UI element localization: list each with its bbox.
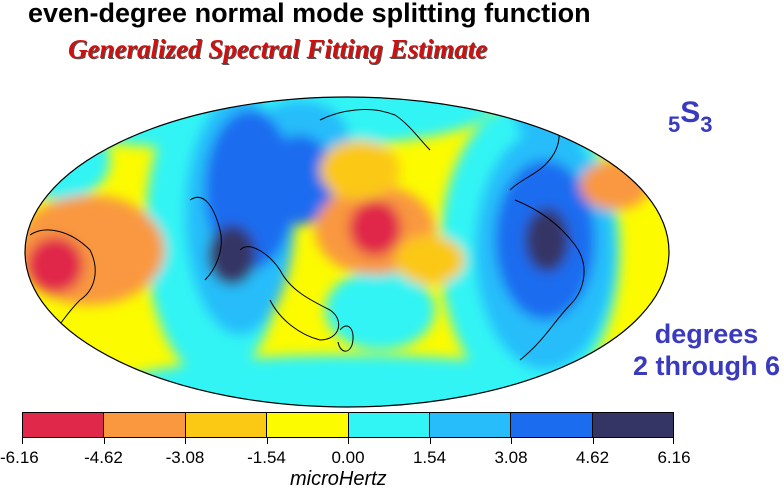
colorbar-tick-label-4: -1.54 bbox=[247, 448, 286, 467]
colorbar-tick-2 bbox=[103, 438, 105, 444]
colorbar-tick-8 bbox=[592, 438, 594, 444]
mode-label: 5S3 bbox=[668, 96, 713, 137]
colorbar-tick-label-5: 0.00 bbox=[331, 448, 365, 467]
colorbar-unit: microHertz bbox=[290, 468, 387, 490]
mode-type-letter: S bbox=[680, 96, 701, 129]
mode-overtone-number: 5 bbox=[668, 112, 681, 137]
colorbar-segment-8 bbox=[592, 413, 673, 437]
colorbar-segment-3 bbox=[185, 413, 268, 437]
colorbar-segment-6 bbox=[429, 413, 512, 437]
colorbar-tick-label-1: -6.16 bbox=[0, 448, 39, 467]
colorbar-tick-4 bbox=[266, 438, 268, 444]
colorbar-segment-4 bbox=[267, 413, 349, 437]
colorbar-tick-label-9: 6.16 bbox=[657, 448, 691, 467]
colorbar-segment-1 bbox=[23, 413, 105, 437]
colorbar-segment-7 bbox=[511, 413, 593, 437]
colorbar-tick-5 bbox=[348, 438, 349, 444]
colorbar-tick-3 bbox=[185, 438, 186, 444]
degree-range-line2: 2 through 6 bbox=[633, 351, 780, 381]
splitting-function-map bbox=[24, 96, 670, 408]
colorbar-segment-2 bbox=[104, 413, 186, 437]
colorbar-tick-label-2: -4.62 bbox=[84, 448, 123, 467]
colorbar-segment-5 bbox=[348, 413, 430, 437]
map-subtitle: Generalized Spectral Fitting Estimate bbox=[68, 34, 488, 64]
colorbar-tick-6 bbox=[429, 438, 431, 444]
colorbar-tick-1 bbox=[22, 438, 23, 444]
colorbar-tick-labels: -6.16 -4.62 -3.08 -1.54 0.00 1.54 3.08 4.62 6.16 bbox=[0, 448, 784, 468]
colorbar-ticks bbox=[22, 438, 674, 444]
colorbar-tick-9 bbox=[673, 438, 674, 444]
globe-outline bbox=[24, 96, 670, 408]
map-field bbox=[25, 97, 669, 407]
colorbar-tick-label-6: 1.54 bbox=[412, 448, 447, 467]
colorbar-tick-label-8: 4.62 bbox=[575, 448, 610, 467]
map-title: even-degree normal mode splitting functi… bbox=[28, 0, 591, 28]
colorbar bbox=[22, 412, 674, 438]
degree-range-line1: degrees bbox=[654, 319, 759, 349]
degree-range-label: degrees 2 through 6 bbox=[633, 318, 780, 382]
colorbar-tick-7 bbox=[511, 438, 512, 444]
colorbar-tick-label-7: 3.08 bbox=[494, 448, 528, 467]
mode-angular-degree: 3 bbox=[700, 112, 713, 137]
colorbar-tick-label-3: -3.08 bbox=[165, 448, 205, 467]
